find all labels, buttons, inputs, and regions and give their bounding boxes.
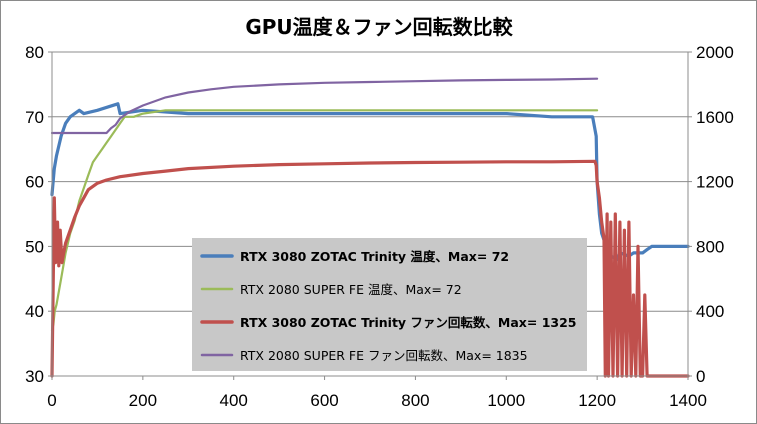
legend-label-3: RTX 2080 SUPER FE ファン回転数、Max= 1835: [240, 348, 528, 363]
right-axis-ticks: 0 400 800 1200 1600 2000: [688, 43, 734, 386]
legend: RTX 3080 ZOTAC Trinity 温度、Max= 72 RTX 208…: [192, 238, 587, 371]
legend-label-1: RTX 2080 SUPER FE 温度、Max= 72: [240, 282, 462, 297]
chart-title: GPU温度＆ファン回転数比較: [245, 15, 513, 39]
x-axis-ticks: 0 200 400 600 800 1000 1200 1400: [47, 376, 707, 410]
right-tick-label-4: 1600: [696, 108, 734, 127]
legend-box: [192, 238, 587, 371]
x-tick-label-7: 1400: [669, 391, 707, 410]
left-tick-label-4: 70: [25, 108, 44, 127]
legend-label-2: RTX 3080 ZOTAC Trinity ファン回転数、Max= 1325: [240, 315, 576, 330]
x-tick-label-6: 1200: [578, 391, 616, 410]
x-tick-label-2: 400: [220, 391, 248, 410]
left-tick-label-1: 40: [25, 302, 44, 321]
right-tick-label-3: 1200: [696, 173, 734, 192]
legend-label-0: RTX 3080 ZOTAC Trinity 温度、Max= 72: [240, 249, 509, 264]
series-line-1: [50, 109, 599, 332]
series-layer: [50, 77, 690, 378]
left-tick-label-0: 30: [25, 367, 44, 386]
x-tick-label-4: 800: [401, 391, 429, 410]
x-tick-label-3: 600: [310, 391, 338, 410]
series-line-0: [50, 102, 690, 261]
axes: [51, 52, 689, 377]
x-tick-label-1: 200: [129, 391, 157, 410]
x-tick-label-5: 1000: [487, 391, 525, 410]
right-tick-label-2: 800: [696, 237, 724, 256]
right-tick-label-0: 0: [696, 367, 705, 386]
series-line-3: [50, 77, 599, 135]
left-tick-label-5: 80: [25, 43, 44, 62]
left-tick-label-2: 50: [25, 237, 44, 256]
left-axis-ticks: 30 40 50 60 70 80: [25, 43, 52, 386]
right-tick-label-1: 400: [696, 302, 724, 321]
left-tick-label-3: 60: [25, 173, 44, 192]
series-line-2: [50, 159, 690, 378]
x-tick-label-0: 0: [47, 391, 56, 410]
right-tick-label-5: 2000: [696, 43, 734, 62]
